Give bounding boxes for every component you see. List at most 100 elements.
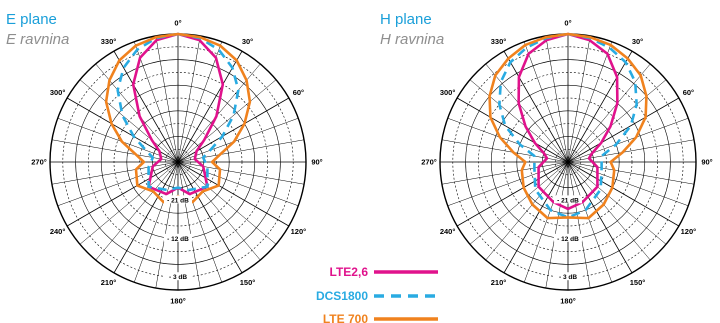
grid-spoke (66, 161, 179, 227)
grid-spoke (177, 161, 223, 283)
grid-spoke (567, 161, 633, 274)
grid-spoke (177, 79, 277, 163)
grid-spoke (51, 139, 179, 163)
grid-spoke (447, 161, 569, 207)
legend-label-lte26: LTE2,6 (330, 265, 369, 279)
grid-spoke (567, 50, 633, 163)
e-plane-angle-label: 90° (311, 158, 322, 167)
grid-spoke (545, 161, 569, 289)
h-plane-polar-plot: H plane H ravnina 0° 30° 60° 90° 120° 150° 180… (380, 11, 713, 306)
h-plane-radial-label-bg (554, 195, 582, 204)
e-plane-angle-label: 30° (242, 37, 253, 46)
legend-item-lte26: LTE2,6 (330, 265, 438, 279)
e-plane-angle-label: 270° (31, 158, 47, 167)
h-plane-grid (439, 33, 697, 291)
h-plane-angle-label: 150° (630, 278, 646, 287)
h-plane-angle-label: 330° (491, 37, 507, 46)
h-plane-radial-label-bg (554, 272, 582, 281)
grid-spoke (567, 97, 680, 163)
h-plane-angle-label: 300° (440, 88, 456, 97)
grid-spoke (177, 161, 261, 261)
grid-spoke (177, 50, 243, 163)
grid-spoke (177, 161, 305, 185)
grid-spoke (177, 161, 277, 245)
grid-spoke (51, 161, 179, 185)
grid-spoke (177, 41, 223, 163)
grid-spoke (567, 63, 651, 163)
grid-spoke (485, 63, 569, 163)
grid-spoke (456, 97, 569, 163)
h-plane-radial-label-bg (554, 233, 582, 242)
grid-spoke (133, 41, 179, 163)
legend-label-dcs1800: DCS1800 (316, 289, 368, 303)
h-plane-angle-label: 210° (491, 278, 507, 287)
e-plane-angle-label: 120° (291, 227, 307, 236)
e-plane-radial-label: - 12 dB (167, 236, 189, 243)
legend-item-dcs1800: DCS1800 (316, 289, 438, 303)
grid-spoke (177, 139, 305, 163)
h-plane-angle-label: 180° (560, 297, 576, 306)
h-plane-series-lte26 (517, 32, 619, 211)
grid-spoke (177, 117, 299, 163)
e-plane-subtitle: E ravnina (6, 31, 69, 48)
e-plane-angle-label: 60° (293, 88, 304, 97)
e-plane-polar-plot: E plane E ravnina 0° 30° 60° 90° 120° 150° 180… (6, 11, 323, 306)
grid-spoke (113, 50, 179, 163)
e-plane-angle-label: 210° (101, 278, 117, 287)
grid-spoke (155, 161, 179, 289)
e-plane-radial-label-bg (164, 272, 192, 281)
grid-spoke (567, 161, 651, 261)
grid-spoke (469, 161, 569, 245)
e-plane-angle-label: 330° (101, 37, 117, 46)
e-plane-grid (49, 33, 307, 291)
h-plane-title: H plane (380, 11, 432, 28)
grid-spoke (567, 161, 591, 289)
h-plane-angle-label: 120° (681, 227, 697, 236)
grid-spoke (113, 161, 179, 274)
grid-spoke (567, 161, 613, 283)
e-plane-title: E plane (6, 11, 57, 28)
e-plane-radial-label: - 3 dB (169, 274, 187, 281)
h-plane-angle-label: 60° (683, 88, 694, 97)
grid-spoke (441, 161, 569, 185)
grid-spoke (155, 35, 179, 163)
h-plane-subtitle: H ravnina (380, 31, 444, 48)
grid-spoke (567, 161, 667, 245)
grid-spoke (177, 161, 201, 289)
grid-spoke (523, 161, 569, 283)
grid-spoke (95, 161, 179, 261)
grid-spoke (133, 161, 179, 283)
e-plane-angle-label: 300° (50, 88, 66, 97)
e-plane-labels: 0° 30° 60° 90° 120° 150° 180° 210° 240° 270° 300° 3… (31, 19, 322, 306)
e-plane-series-dcs1800 (116, 32, 240, 192)
h-plane-series-lte700 (488, 32, 648, 220)
e-plane-angle-label: 150° (240, 278, 256, 287)
grid-spoke (567, 35, 591, 163)
grid-spoke (177, 161, 299, 207)
grid-spoke (79, 79, 179, 163)
e-plane-radial-label-bg (164, 195, 192, 204)
h-plane-radial-label: - 21 dB (557, 197, 579, 204)
chart-legend: LTE2,6 DCS1800 LTE 700 (316, 265, 438, 323)
grid-spoke (469, 79, 569, 163)
grid-spoke (545, 35, 569, 163)
grid-spoke (567, 41, 613, 163)
grid-spoke (57, 161, 179, 207)
grid-spoke (523, 41, 569, 163)
h-plane-angle-label: 30° (632, 37, 643, 46)
e-plane-angle-label: 240° (50, 227, 66, 236)
e-plane-radial-label: - 21 dB (167, 197, 189, 204)
legend-label-lte700: LTE 700 (323, 312, 368, 323)
e-plane-angle-label: 180° (170, 297, 186, 306)
grid-spoke (567, 161, 689, 207)
grid-spoke (567, 117, 689, 163)
h-plane-radial-label: - 3 dB (559, 274, 577, 281)
legend-item-lte700: LTE 700 (323, 312, 438, 323)
h-plane-labels: 0° 30° 60° 90° 120° 150° 180° 210° 240° 270° 300° 3… (421, 19, 712, 306)
grid-spoke (485, 161, 569, 261)
grid-spoke (503, 50, 569, 163)
h-plane-angle-label: 90° (701, 158, 712, 167)
grid-spoke (177, 161, 243, 274)
e-plane-radial-label-bg (164, 233, 192, 242)
